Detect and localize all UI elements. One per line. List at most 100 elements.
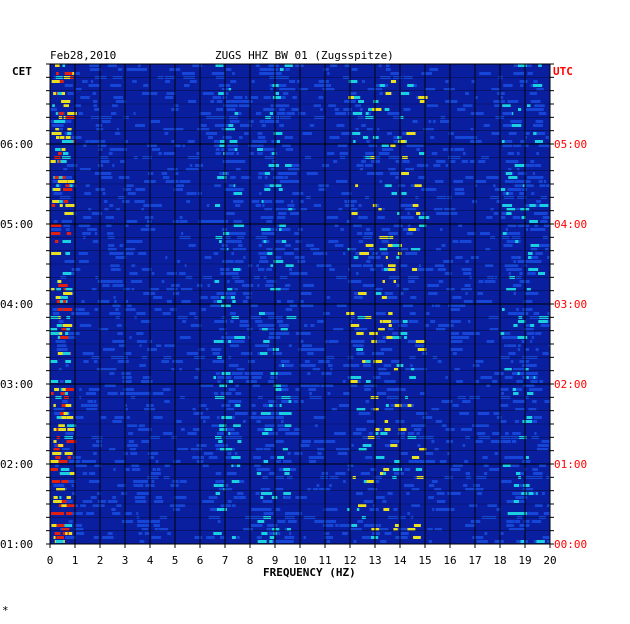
band-2-cell <box>413 368 423 371</box>
band-0-cell <box>51 512 58 515</box>
speckle <box>472 536 484 539</box>
speckle <box>123 452 128 455</box>
speckle <box>103 280 115 283</box>
speckle <box>129 336 132 339</box>
band-1-cell <box>216 292 226 295</box>
speckle <box>182 144 185 147</box>
speckle <box>531 192 535 195</box>
band-4-cell <box>526 324 535 327</box>
band-2-cell <box>391 320 402 323</box>
band-0-cell <box>61 328 68 331</box>
band-2-cell <box>411 228 417 231</box>
speckle <box>215 472 222 475</box>
band-2-cell <box>356 428 367 431</box>
speckle <box>113 96 123 99</box>
band-2-cell <box>396 256 400 259</box>
speckle <box>504 140 513 143</box>
speckle <box>105 368 117 371</box>
speckle <box>156 468 161 471</box>
speckle <box>510 100 519 103</box>
speckle <box>378 524 381 527</box>
speckle <box>150 92 158 95</box>
band-0-cell <box>63 412 68 415</box>
speckle <box>351 68 358 71</box>
speckle <box>323 508 335 511</box>
speckle <box>93 360 98 363</box>
x-tick-label: 14 <box>393 554 407 567</box>
band-1-cell <box>229 344 239 347</box>
band-1-cell <box>212 456 218 459</box>
speckle <box>442 148 448 151</box>
speckle <box>424 452 434 455</box>
speckle <box>74 332 78 335</box>
speckle <box>511 336 519 339</box>
band-0-cell <box>59 472 70 475</box>
band-0-cell <box>58 284 68 287</box>
speckle <box>384 532 392 535</box>
speckle <box>179 336 191 339</box>
speckle <box>257 324 268 327</box>
speckle <box>128 432 134 435</box>
band-3-cell <box>269 184 274 187</box>
speckle <box>292 96 297 99</box>
speckle <box>135 124 145 127</box>
band-3-cell <box>257 540 267 543</box>
speckle <box>382 208 385 211</box>
band-1-cell <box>234 112 239 115</box>
speckle <box>141 208 144 211</box>
speckle <box>279 180 292 183</box>
speckle <box>227 500 232 503</box>
speckle <box>82 352 94 355</box>
speckle <box>92 240 99 243</box>
speckle <box>134 80 137 83</box>
speckle <box>377 128 380 131</box>
speckle <box>273 412 284 415</box>
speckle <box>494 372 504 375</box>
band-1-cell <box>216 108 224 111</box>
band-4-cell <box>501 308 505 311</box>
band-0-cell <box>58 428 66 431</box>
speckle <box>522 460 531 463</box>
speckle <box>364 232 373 235</box>
speckle <box>192 64 203 67</box>
speckle <box>270 376 278 379</box>
band-0-cell <box>60 392 65 395</box>
band-3-cell <box>266 248 273 251</box>
speckle <box>130 240 143 243</box>
speckle <box>188 100 197 103</box>
speckle <box>80 96 90 99</box>
speckle <box>249 416 258 419</box>
speckle <box>198 348 205 351</box>
x-tick-label: 15 <box>418 554 431 567</box>
band-2-cell <box>380 432 388 435</box>
band-2-cell <box>407 404 412 407</box>
band-4-cell <box>533 176 544 179</box>
speckle <box>250 524 263 527</box>
band-4-cell <box>511 256 520 259</box>
band-2-cell <box>392 336 402 339</box>
speckle <box>112 496 116 499</box>
speckle <box>212 352 220 355</box>
band-4-cell <box>508 176 518 179</box>
band-1-cell <box>220 392 224 395</box>
band-0-cell <box>65 72 71 75</box>
speckle <box>437 268 442 271</box>
band-2-cell <box>386 268 396 271</box>
band-3-cell <box>268 472 276 475</box>
speckle <box>172 480 179 483</box>
speckle <box>421 72 425 75</box>
speckle <box>445 164 449 167</box>
speckle <box>167 168 172 171</box>
band-1-cell <box>227 452 232 455</box>
band-0-cell <box>66 328 70 331</box>
band-0-cell <box>53 496 58 499</box>
band-0-cell <box>53 448 60 451</box>
band-0-cell <box>60 468 70 471</box>
speckle <box>150 472 161 475</box>
band-3-cell <box>263 512 269 515</box>
band-4-cell <box>530 160 535 163</box>
band-1-cell <box>213 376 217 379</box>
band-4-cell <box>516 472 521 475</box>
speckle <box>447 212 458 215</box>
speckle <box>409 312 416 315</box>
